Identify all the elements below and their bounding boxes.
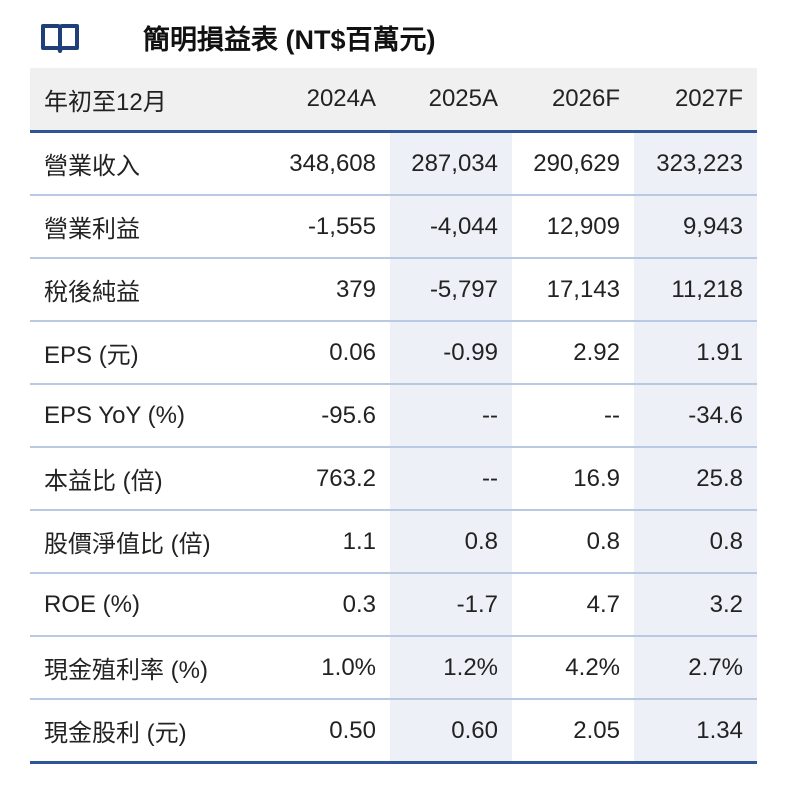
- table-row: 現金殖利率 (%) 1.0% 1.2% 4.2% 2.7%: [30, 637, 757, 700]
- cell-value: 1.0%: [321, 653, 376, 681]
- cell-value: -4,044: [390, 196, 512, 257]
- table-row: 股價淨值比 (倍) 1.1 0.8 0.8 0.8: [30, 511, 757, 574]
- cell-value: 17,143: [546, 275, 620, 303]
- cell-value: 0.8: [390, 511, 512, 572]
- row-label: EPS YoY (%): [44, 401, 185, 429]
- row-label: 現金殖利率 (%): [44, 657, 208, 684]
- cell-value: 348,608: [289, 149, 376, 177]
- cell-value: 290,629: [533, 149, 620, 177]
- cell-value: 1.1: [342, 527, 376, 555]
- cell-value: 0.8: [586, 527, 620, 555]
- cell-value: 3.2: [634, 574, 757, 635]
- cell-value: 0.06: [329, 338, 376, 366]
- cell-value: --: [390, 385, 512, 446]
- column-header: 2026F: [551, 85, 620, 112]
- cell-value: --: [390, 448, 512, 509]
- cell-value: 1.34: [634, 700, 757, 761]
- cell-value: -5,797: [390, 259, 512, 320]
- cell-value: --: [604, 401, 620, 429]
- row-label: 營業利益: [44, 216, 140, 243]
- cell-value: 0.3: [342, 590, 376, 618]
- row-label: 營業收入: [44, 153, 140, 180]
- book-icon: [41, 24, 79, 53]
- cell-value: 12,909: [546, 212, 620, 240]
- title: 簡明損益表 (NT$百萬元): [143, 25, 436, 55]
- column-header: 2025A: [428, 85, 498, 112]
- row-label: 股價淨值比 (倍): [44, 531, 211, 558]
- cell-value: -1,555: [307, 212, 376, 240]
- row-label: 本益比 (倍): [44, 468, 163, 495]
- cell-value: 1.91: [634, 322, 757, 383]
- table-row: 稅後純益 379 -5,797 17,143 11,218: [30, 259, 757, 322]
- table-row: ROE (%) 0.3 -1.7 4.7 3.2: [30, 574, 757, 637]
- cell-value: 16.9: [573, 464, 620, 492]
- cell-value: -0.99: [390, 322, 512, 383]
- table-row: EPS (元) 0.06 -0.99 2.92 1.91: [30, 322, 757, 385]
- cell-value: 4.2%: [565, 653, 620, 681]
- row-label: 現金股利 (元): [44, 720, 187, 747]
- table-row: 本益比 (倍) 763.2 -- 16.9 25.8: [30, 448, 757, 511]
- cell-value: -34.6: [634, 385, 757, 446]
- column-header: 2024A: [306, 85, 376, 112]
- table-row: 營業利益 -1,555 -4,044 12,909 9,943: [30, 196, 757, 259]
- cell-value: 9,943: [634, 196, 757, 257]
- cell-value: 11,218: [634, 259, 757, 320]
- cell-value: 0.60: [390, 700, 512, 761]
- table-row: 現金股利 (元) 0.50 0.60 2.05 1.34: [30, 700, 757, 764]
- column-header: 年初至12月: [44, 88, 167, 116]
- cell-value: 379: [335, 275, 376, 303]
- column-header: 2027F: [674, 85, 743, 112]
- cell-value: 2.92: [573, 338, 620, 366]
- cell-value: -1.7: [390, 574, 512, 635]
- cell-value: 25.8: [634, 448, 757, 509]
- row-label: EPS (元): [44, 342, 139, 369]
- cell-value: 1.2%: [390, 637, 512, 698]
- header-row: 年初至12月 2024A 2025A 2026F 2027F: [30, 68, 757, 133]
- cell-value: 763.2: [315, 464, 376, 492]
- cell-value: 0.50: [329, 716, 376, 744]
- cell-value: 2.7%: [634, 637, 757, 698]
- cell-value: 323,223: [634, 133, 757, 194]
- table-row: 營業收入 348,608 287,034 290,629 323,223: [30, 133, 757, 196]
- cell-value: 0.8: [634, 511, 757, 572]
- row-label: 稅後純益: [44, 279, 140, 306]
- cell-value: 287,034: [390, 133, 512, 194]
- table-row: EPS YoY (%) -95.6 -- -- -34.6: [30, 385, 757, 448]
- cell-value: -95.6: [321, 401, 376, 429]
- row-label: ROE (%): [44, 590, 140, 618]
- cell-value: 4.7: [586, 590, 620, 618]
- cell-value: 2.05: [573, 716, 620, 744]
